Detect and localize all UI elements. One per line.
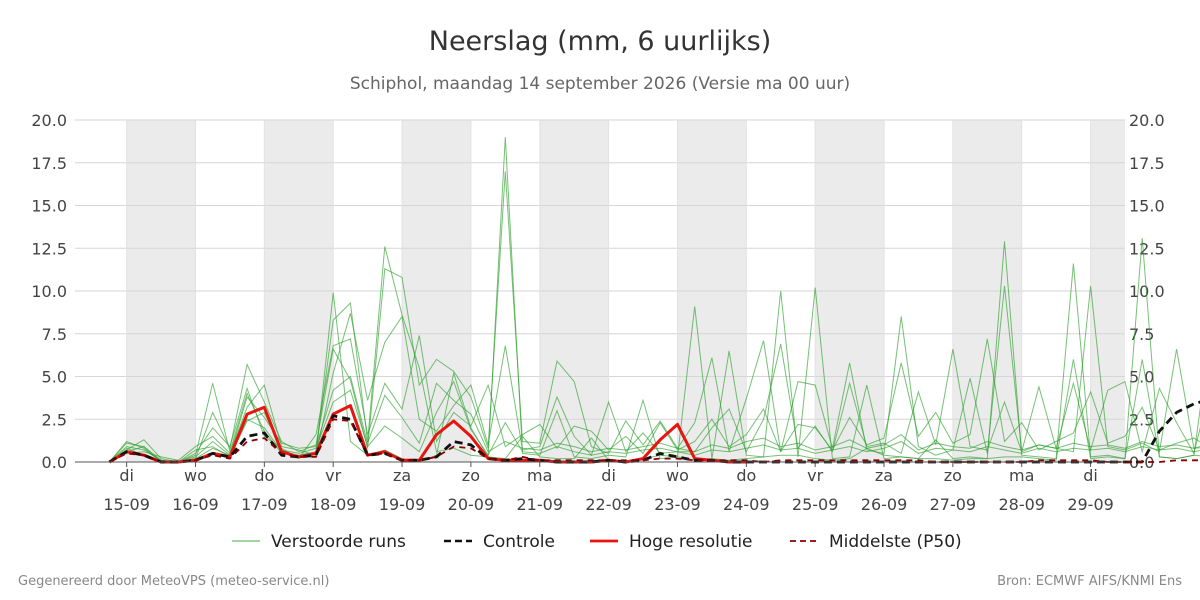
y-tick-label-left: 17.5 (31, 154, 67, 173)
x-tick-day-label: zo (944, 466, 962, 485)
x-tick-date-label: 29-09 (1067, 495, 1114, 514)
ensemble-member-line (109, 375, 1200, 463)
chart-subtitle: Schiphol, maandag 14 september 2026 (Ver… (350, 74, 850, 94)
x-tick-date-label: 26-09 (861, 495, 908, 514)
y-tick-label-left: 10.0 (31, 282, 67, 301)
footer-generated-by: Gegenereerd door MeteoVPS (meteo-service… (18, 574, 329, 589)
x-tick-date-label: 19-09 (379, 495, 426, 514)
y-tick-label-right: 15.0 (1129, 197, 1165, 216)
x-tick-day-label: do (254, 466, 274, 485)
x-tick-day-label: wo (666, 466, 689, 485)
plot-area: 0.0 0.02.5 2.55.0 5.07.5 7.510.0 10.012.5 12.5… (31, 111, 1200, 514)
y-tick-label-left: 2.5 (42, 410, 67, 429)
y-tick-label-left: 5.0 (42, 368, 67, 387)
footer-source: Bron: ECMWF AIFS/KNMI Ens (997, 574, 1182, 589)
x-tick-date-label: 21-09 (517, 495, 564, 514)
x-tick-date-label: 20-09 (448, 495, 495, 514)
x-tick-date-label: 18-09 (310, 495, 357, 514)
y-tick-label-left: 0.0 (42, 453, 67, 472)
legend-label-hoge-resolutie: Hoge resolutie (629, 532, 753, 552)
x-tick-date-label: 25-09 (792, 495, 839, 514)
x-tick-date-label: 23-09 (654, 495, 701, 514)
x-tick-date-label: 16-09 (172, 495, 219, 514)
x-tick-day-label: di (119, 466, 134, 485)
ensemble-member-line (109, 137, 1200, 463)
x-tick-day-label: vr (325, 466, 341, 485)
x-tick-day-label: ma (527, 466, 552, 485)
x-tick-date-label: 22-09 (585, 495, 632, 514)
y-tick-label-right: 12.5 (1129, 239, 1165, 258)
x-tick-day-label: wo (184, 466, 207, 485)
legend-label-controle: Controle (483, 532, 555, 552)
legend-label-ensemble: Verstoorde runs (271, 532, 406, 552)
y-tick-label-right: 20.0 (1129, 111, 1165, 130)
ensemble-member-line (109, 171, 1200, 463)
y-tick-label-left: 15.0 (31, 197, 67, 216)
x-tick-date-label: 28-09 (998, 495, 1045, 514)
x-tick-date-label: 15-09 (103, 495, 150, 514)
x-tick-day-label: di (1083, 466, 1098, 485)
x-tick-date-label: 17-09 (241, 495, 288, 514)
y-tick-label-left: 12.5 (31, 239, 67, 258)
legend: Verstoorde runs Controle Hoge resolutie … (232, 532, 962, 552)
series-line-hoge-resolutie (108, 404, 747, 464)
ensemble-member-line (109, 380, 1200, 463)
y-tick-label-left: 20.0 (31, 111, 67, 130)
chart-title: Neerslag (mm, 6 uurlijks) (429, 26, 771, 57)
x-tick-day-label: ma (1009, 466, 1034, 485)
series-line-p50 (108, 418, 1200, 463)
x-tick-day-label: di (601, 466, 616, 485)
legend-label-p50: Middelste (P50) (829, 532, 962, 552)
x-tick-day-label: za (393, 466, 411, 485)
y-tick-label-right: 5.0 (1129, 368, 1154, 387)
x-tick-day-label: do (736, 466, 756, 485)
y-tick-label-right: 17.5 (1129, 154, 1165, 173)
x-tick-day-label: vr (807, 466, 823, 485)
y-tick-label-left: 7.5 (42, 325, 67, 344)
x-tick-day-label: zo (462, 466, 480, 485)
x-tick-date-label: 27-09 (930, 495, 977, 514)
ensemble-member-line (109, 335, 1200, 463)
ensemble-member-line (109, 285, 1200, 463)
x-tick-day-label: za (875, 466, 893, 485)
x-tick-date-label: 24-09 (723, 495, 770, 514)
